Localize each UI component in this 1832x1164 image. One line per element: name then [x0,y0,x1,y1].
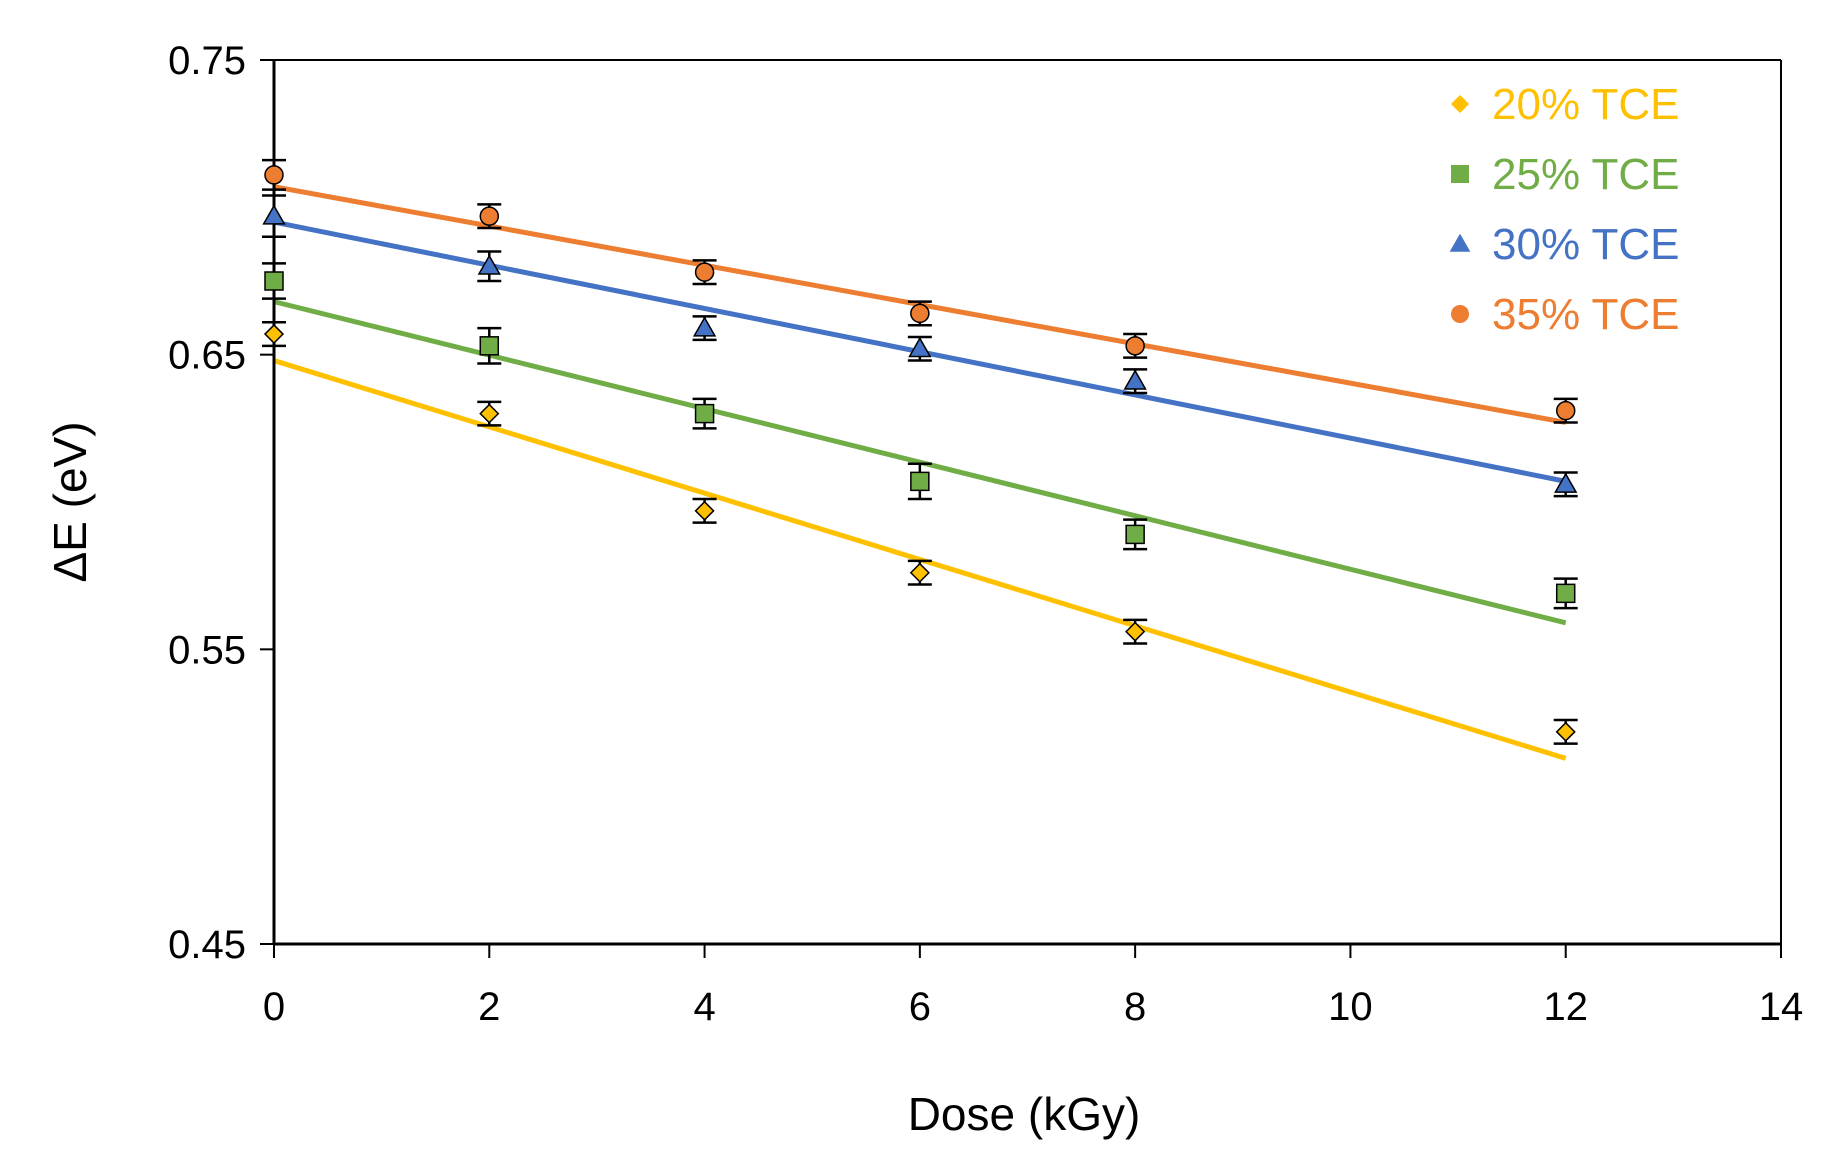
data-point-20pct-tce [263,323,285,345]
y-axis-title: ΔE (eV) [44,421,96,582]
x-tick-label: 4 [693,985,715,1029]
x-tick-label: 2 [478,985,500,1029]
legend-label-25pct-tce: 25% TCE [1492,150,1680,199]
data-point-25pct-tce [1555,583,1576,604]
x-tick-label: 14 [1759,985,1804,1029]
legend-marker-35pct-tce [1451,305,1469,323]
y-tick-label: 0.75 [168,39,246,83]
data-point-25pct-tce [694,403,715,424]
data-markers [262,158,1578,745]
data-point-35pct-tce [694,262,715,282]
data-point-20pct-tce [1555,721,1576,742]
data-point-30pct-tce [908,336,932,358]
data-point-30pct-tce [262,204,286,225]
y-tick-label: 0.45 [168,923,246,967]
data-point-35pct-tce [1555,400,1576,421]
data-point-30pct-tce [692,316,717,337]
data-point-30pct-tce [1123,369,1147,390]
trendline-20pct-tce [273,358,1567,761]
legend-marker-25pct-tce [1451,165,1469,183]
legend-marker-30pct-tce [1449,233,1471,252]
data-point-35pct-tce [479,206,500,226]
data-point-25pct-tce [479,336,500,356]
data-point-30pct-tce [477,254,501,275]
data-point-20pct-tce [909,562,930,583]
y-tick-label: 0.55 [168,628,246,672]
legend: 20% TCE 25% TCE 30% TCE 35% TCE [1449,80,1680,339]
legend-label-35pct-tce: 35% TCE [1492,290,1680,339]
x-tick-label: 12 [1543,985,1588,1029]
data-point-30pct-tce [1554,472,1578,493]
data-point-35pct-tce [1125,336,1145,356]
tick-labels: 0.45 0.55 0.65 0.75 0 2 4 6 8 10 12 14 [168,39,1803,1029]
x-tick-label: 0 [263,985,285,1029]
x-tick-label: 10 [1328,985,1373,1029]
data-point-35pct-tce [910,303,930,324]
data-point-20pct-tce [479,403,500,424]
data-point-20pct-tce [1125,621,1146,642]
x-tick-label: 8 [1124,985,1146,1029]
x-tick-label: 6 [909,985,931,1029]
data-point-25pct-tce [264,271,284,291]
data-point-25pct-tce [910,471,930,492]
data-point-25pct-tce [1125,524,1145,545]
legend-label-30pct-tce: 30% TCE [1492,220,1680,269]
legend-label-20pct-tce: 20% TCE [1492,80,1680,129]
x-axis-title: Dose (kGy) [908,1088,1141,1140]
data-point-20pct-tce [694,500,715,521]
data-point-35pct-tce [264,165,284,185]
y-tick-label: 0.65 [168,334,246,378]
legend-marker-20pct-tce [1451,95,1469,113]
